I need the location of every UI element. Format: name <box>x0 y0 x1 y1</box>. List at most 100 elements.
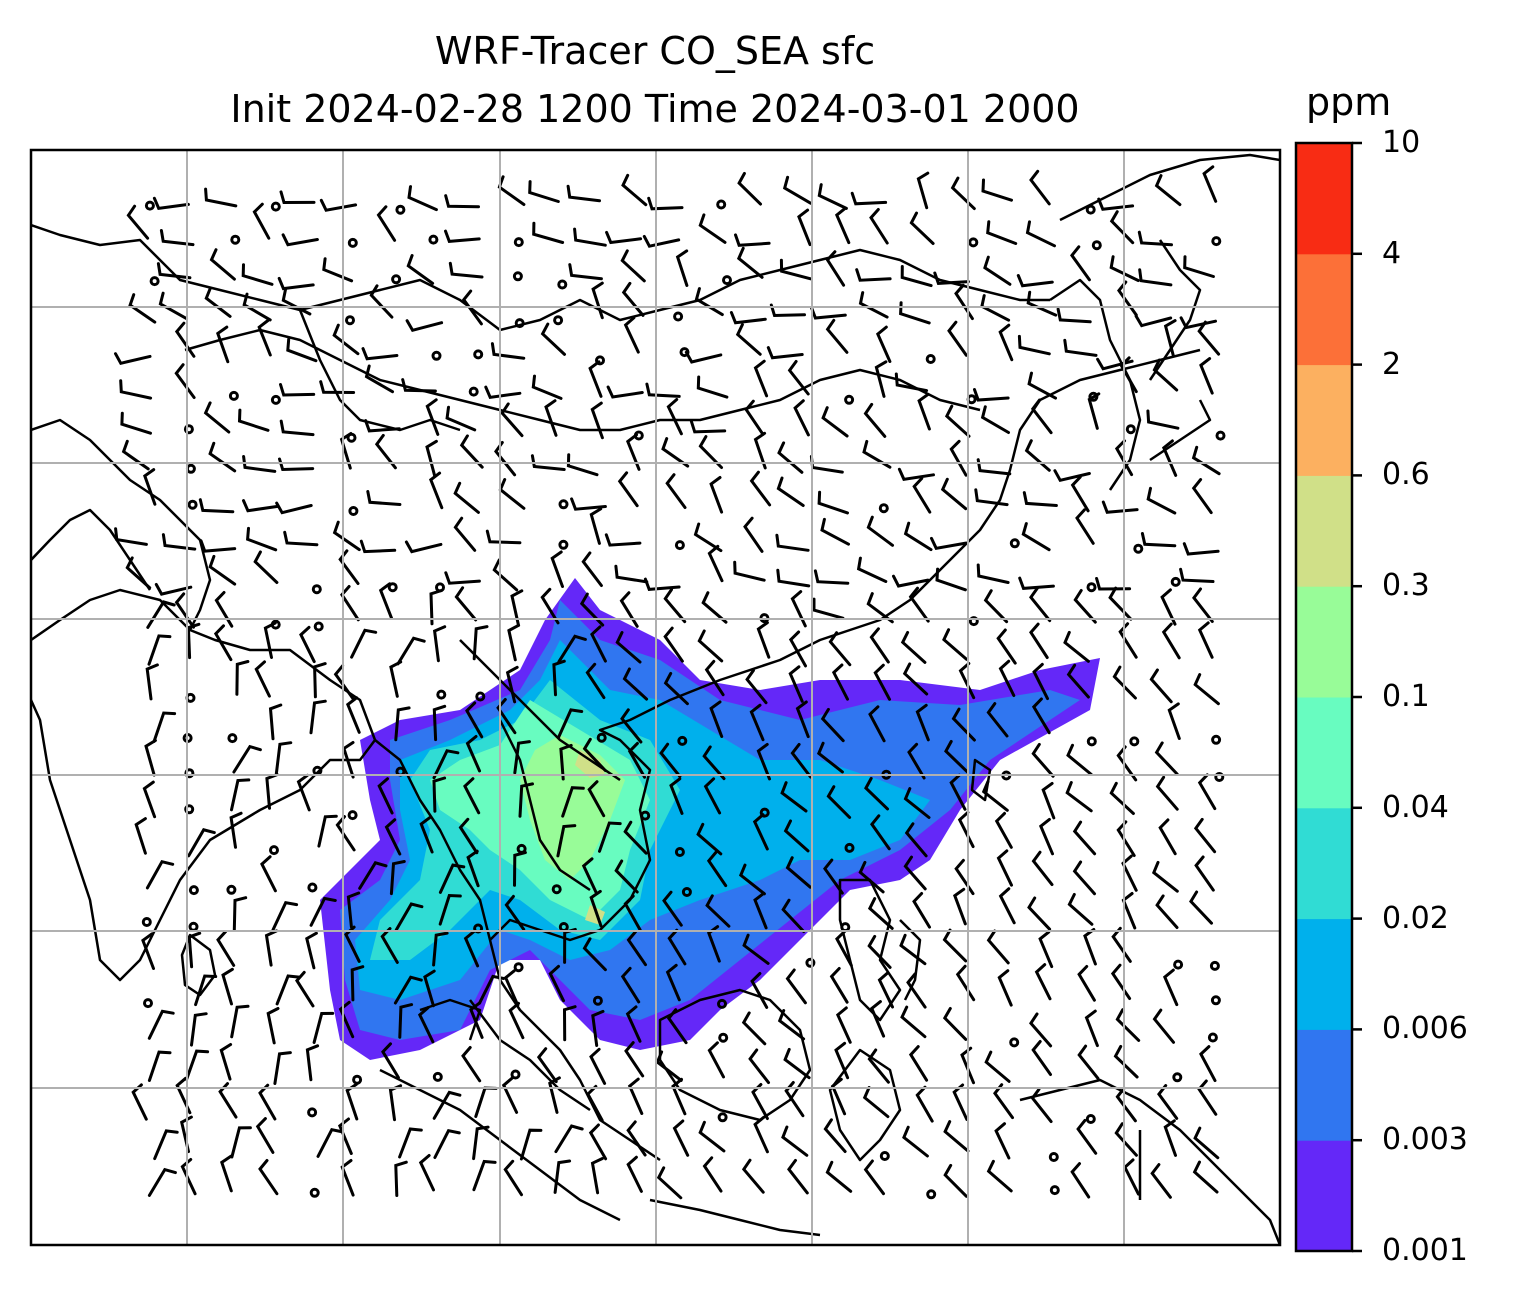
wind-barb <box>340 585 360 622</box>
wind-barb <box>1016 274 1054 288</box>
wind-barb <box>940 477 968 511</box>
wind-barb <box>864 776 889 811</box>
wind-barb <box>121 439 150 471</box>
wind-barb <box>684 350 723 364</box>
wind-barb <box>850 191 888 206</box>
wind-barb <box>1152 358 1179 392</box>
calm-wind-marker <box>878 503 889 514</box>
wind-barb <box>696 375 729 399</box>
calm-wind-marker <box>674 847 685 857</box>
calm-wind-marker <box>348 506 359 516</box>
wind-barb <box>345 1082 359 1121</box>
wind-barb <box>1072 820 1097 856</box>
wind-barb <box>242 455 277 473</box>
wind-barb <box>388 1084 403 1122</box>
wind-barb <box>1038 930 1054 969</box>
calm-wind-marker <box>428 234 439 245</box>
wind-barb <box>785 856 812 889</box>
colorbar-segment <box>1296 143 1352 255</box>
wind-barb <box>598 821 622 853</box>
wind-barb <box>1146 486 1177 515</box>
wind-barb <box>626 1120 647 1157</box>
wind-barb <box>1109 781 1135 815</box>
wind-barb <box>952 887 967 926</box>
wind-barb <box>453 516 477 552</box>
wind-barb <box>894 372 929 393</box>
wind-barb <box>143 468 157 506</box>
wind-barb <box>406 254 435 285</box>
wind-barb <box>790 590 807 628</box>
wind-barb <box>316 1128 344 1158</box>
wind-barb <box>793 399 810 437</box>
wind-barb <box>974 488 1009 507</box>
wind-barb <box>358 861 388 890</box>
wind-barb <box>279 190 316 205</box>
wind-barb <box>557 634 587 664</box>
wind-barb <box>590 401 604 440</box>
wind-barb <box>834 206 851 245</box>
wind-barb <box>994 1122 1011 1160</box>
wind-barb <box>892 574 930 588</box>
wind-barb <box>703 777 722 815</box>
calm-wind-marker <box>673 311 684 322</box>
wind-barb <box>645 382 681 398</box>
wind-barb <box>662 890 683 927</box>
wind-barb <box>283 530 319 547</box>
wind-barb <box>908 1045 929 1082</box>
wind-barb <box>741 1011 767 1046</box>
wind-barb <box>1041 781 1056 820</box>
wind-barb <box>472 1159 497 1192</box>
wind-barb <box>1161 622 1181 660</box>
wind-barb <box>376 205 397 242</box>
calm-wind-marker <box>183 424 194 435</box>
wind-barb <box>389 660 403 698</box>
wind-barb <box>296 773 311 812</box>
wind-barb <box>775 533 810 552</box>
wind-barb <box>1119 356 1138 394</box>
wind-barb <box>361 347 399 361</box>
wind-barb <box>604 533 642 547</box>
wind-barb <box>147 1009 175 1040</box>
wind-barb <box>615 631 642 664</box>
wind-barb <box>781 898 806 933</box>
wind-barb <box>1202 165 1218 203</box>
wind-barb <box>787 1158 809 1195</box>
wind-barb <box>983 589 1009 624</box>
wind-barb <box>459 434 484 469</box>
wind-barb <box>344 925 361 963</box>
wind-barb <box>338 1000 355 1039</box>
wind-barb <box>917 392 931 431</box>
wind-barb <box>697 629 724 663</box>
wind-barb <box>1076 1118 1098 1155</box>
wind-barb <box>944 404 971 438</box>
wind-barb <box>623 820 648 855</box>
wind-barb <box>568 263 603 281</box>
wind-barb <box>709 476 724 514</box>
wind-barb <box>912 477 932 514</box>
calm-wind-marker <box>311 584 322 595</box>
wind-barb <box>338 549 360 585</box>
wind-barb <box>581 857 598 895</box>
wind-barb <box>279 383 316 397</box>
wind-barb <box>573 227 607 247</box>
wind-barb <box>591 1009 605 1047</box>
wind-barb <box>617 471 639 508</box>
wind-barb <box>834 1041 850 1080</box>
calm-wind-marker <box>926 1189 937 1200</box>
wind-barb <box>943 1163 968 1198</box>
wind-barb <box>790 742 813 779</box>
wind-barb <box>625 1005 642 1043</box>
wind-barb <box>404 540 443 554</box>
wind-barb <box>1160 588 1177 626</box>
wind-barb <box>976 563 1010 584</box>
wind-barb <box>591 281 604 320</box>
wind-barb <box>185 1049 210 1081</box>
calm-wind-marker <box>1086 736 1097 747</box>
wind-barb <box>874 360 888 398</box>
wind-barb <box>1118 622 1138 659</box>
wind-barb <box>213 624 233 662</box>
wind-barb <box>175 1076 192 1115</box>
wind-barb <box>299 625 316 664</box>
wind-barb <box>908 586 930 623</box>
wind-barb <box>983 255 1012 286</box>
